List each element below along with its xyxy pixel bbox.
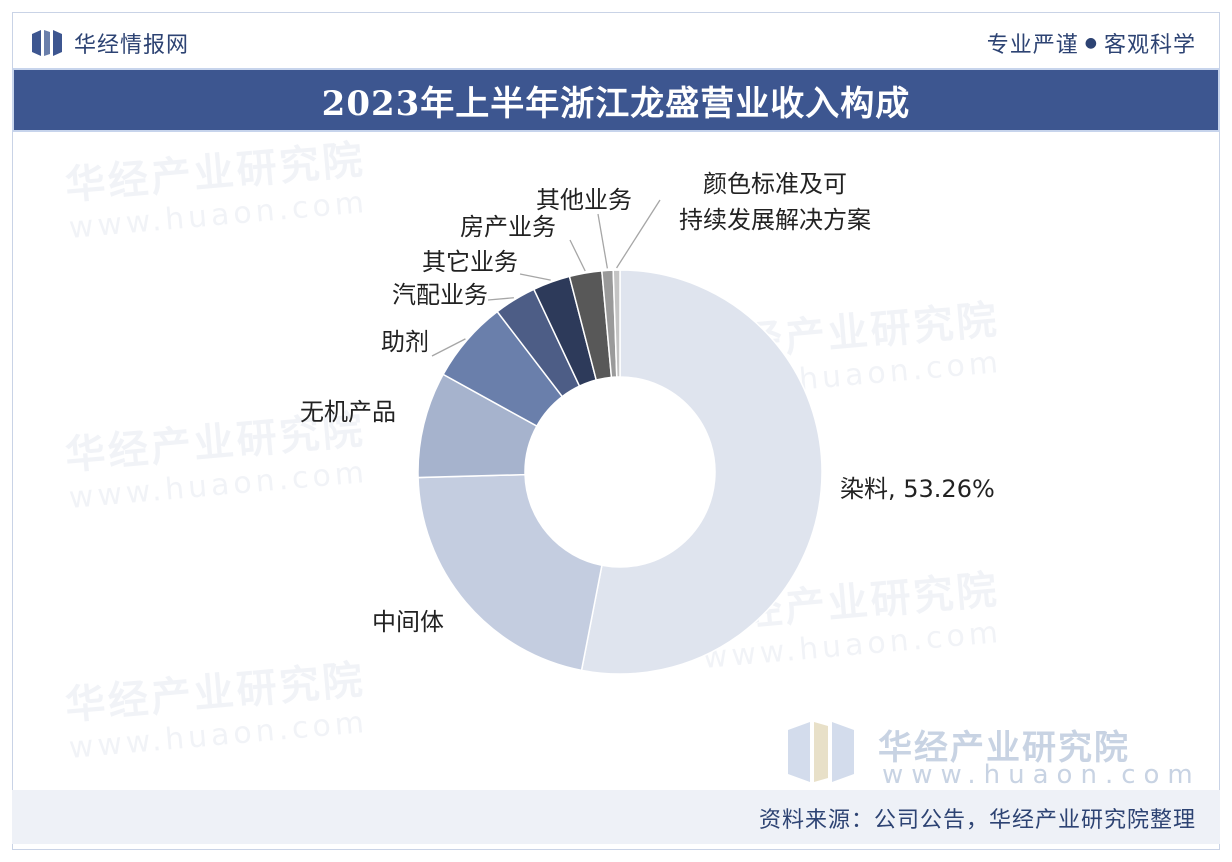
corner-logo-en: www.huaon.com — [882, 760, 1201, 790]
slogan-dot-icon: ● — [1084, 35, 1098, 51]
leader-line-6 — [519, 273, 551, 281]
leader-lines-group — [431, 199, 661, 357]
chart-frame — [12, 12, 1220, 850]
corner-logo-icon — [788, 722, 854, 782]
slogan-right: 客观科学 — [1103, 33, 1196, 58]
data-label-8: 其他业务 — [536, 186, 632, 214]
source-note: 资料来源：公司公告，华经产业研究院整理 — [758, 808, 1196, 833]
data-label-3: 无机产品 — [300, 398, 396, 426]
leader-line-8 — [597, 213, 609, 269]
leader-line-5 — [487, 297, 514, 301]
data-label-2: 中间体 — [372, 608, 444, 636]
leader-line-4 — [431, 338, 466, 357]
slices-group — [417, 269, 823, 675]
data-label-6: 其它业务 — [422, 248, 518, 276]
slice-2 — [417, 473, 603, 672]
data-label-9: 颜色标准及可持续发展解决方案 — [679, 170, 871, 234]
footer-bar: 资料来源：公司公告，华经产业研究院整理 — [12, 790, 1220, 844]
brand-logo-icon — [32, 30, 62, 56]
corner-logo-cn: 华经产业研究院 — [878, 728, 1130, 768]
chart-title: 2023年上半年浙江龙盛营业收入构成 — [321, 83, 911, 124]
corner-logo: 华经产业研究院 www.huaon.com — [788, 718, 1193, 790]
data-label-4: 助剂 — [381, 328, 429, 356]
slogan-left: 专业严谨 — [986, 33, 1079, 58]
leader-line-7 — [569, 239, 586, 272]
title-band: 2023年上半年浙江龙盛营业收入构成 — [12, 68, 1220, 132]
slice-1 — [580, 269, 823, 675]
leader-line-9 — [616, 199, 661, 269]
data-label-5: 汽配业务 — [392, 281, 488, 309]
slice-9 — [612, 269, 621, 378]
brand: 华经情报网 — [32, 28, 189, 58]
data-label-7: 房产业务 — [460, 213, 556, 241]
data-label-1: 染料, 53.26% — [840, 475, 995, 503]
slogan: 专业严谨 ● 客观科学 — [987, 28, 1196, 58]
brand-name: 华经情报网 — [74, 33, 190, 58]
